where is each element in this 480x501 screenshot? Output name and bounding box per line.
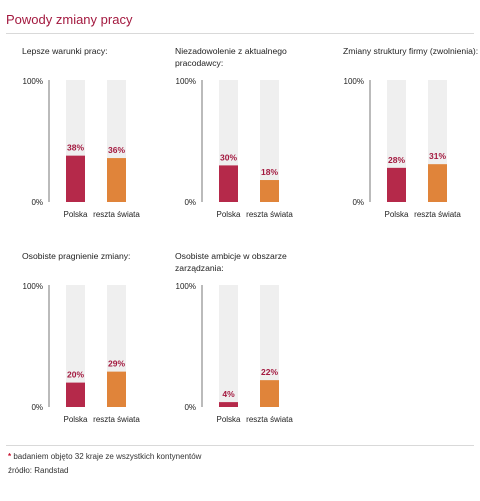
x-tick-label: reszta świata [93,415,140,424]
chart-title: Osobiste ambicje w obszarze zarządzania: [175,251,287,273]
bar-track [219,285,238,407]
chart-panel-4: Osobiste pragnienie zmiany: 100% 0% 20% Pol… [4,250,154,440]
x-tick-label: reszta świata [246,415,293,424]
chart-panel-5: Osobiste ambicje w obszarze zarządzania:… [157,250,307,440]
x-tick-label: Polska [63,415,88,424]
footnote: * badaniem objęto 32 kraje ze wszystkich… [8,452,201,461]
y-tick-label: 0% [184,403,196,412]
chart-panel-3: Zmiany struktury firmy (zwolnienia): 100… [325,45,478,235]
x-tick-label: reszta świata [246,210,293,219]
y-tick-label: 100% [344,77,364,86]
chart-panel-2: Niezadowolenie z aktualnego pracodawcy: … [157,45,307,235]
x-tick-label: reszta świata [414,210,461,219]
chart-title: Osobiste pragnienie zmiany: [22,251,131,261]
data-label: 4% [222,389,235,399]
data-label: 30% [220,152,237,162]
bar-chart: 100% 0% 4% Polska 22% reszta świata [176,282,294,424]
bar-chart: 100% 0% 38% Polska 36% reszta świata [23,77,141,219]
bar [428,164,447,202]
chart-title: Niezadowolenie z aktualnego pracodawcy: [175,46,287,68]
bar-track [260,80,279,202]
bar [107,371,126,407]
x-tick-label: Polska [63,210,88,219]
bar-chart: 100% 0% 20% Polska 29% reszta świata [23,282,141,424]
data-label: 28% [388,155,405,165]
x-tick-label: reszta świata [93,210,140,219]
bar-track [66,285,85,407]
x-tick-label: Polska [216,210,241,219]
x-tick-label: Polska [216,415,241,424]
chart-title: Lepsze warunki pracy: [22,46,108,56]
bar-chart: 100% 0% 30% Polska 18% reszta świata [176,77,294,219]
y-tick-label: 0% [184,198,196,207]
source-note: źródło: Randstad [8,466,69,475]
bar [66,382,85,407]
page-title: Powody zmiany pracy [6,12,133,27]
bar [66,155,85,202]
data-label: 18% [261,167,278,177]
y-tick-label: 100% [176,77,196,86]
y-tick-label: 0% [31,403,43,412]
data-label: 20% [67,370,84,380]
y-tick-label: 100% [23,282,43,291]
bar [107,158,126,202]
bar [260,380,279,407]
x-tick-label: Polska [384,210,409,219]
bar [219,165,238,202]
y-tick-label: 100% [23,77,43,86]
footnote-text: badaniem objęto 32 kraje ze wszystkich k… [13,452,202,461]
y-tick-label: 0% [352,198,364,207]
footer-divider [6,445,474,446]
data-label: 22% [261,367,278,377]
bar-chart: 100% 0% 28% Polska 31% reszta świata [344,77,462,219]
data-label: 36% [108,145,125,155]
data-label: 31% [429,151,446,161]
bar [260,180,279,202]
data-label: 38% [67,143,84,153]
bar-track [260,285,279,407]
chart-title: Zmiany struktury firmy (zwolnienia): [343,46,479,56]
chart-panel-1: Lepsze warunki pracy: 100% 0% 38% Polska 36%… [4,45,154,235]
footnote-marker: * [8,452,12,461]
header-divider [6,33,474,34]
y-tick-label: 100% [176,282,196,291]
data-label: 29% [108,359,125,369]
bar [387,167,406,202]
bar [219,402,238,407]
y-tick-label: 0% [31,198,43,207]
